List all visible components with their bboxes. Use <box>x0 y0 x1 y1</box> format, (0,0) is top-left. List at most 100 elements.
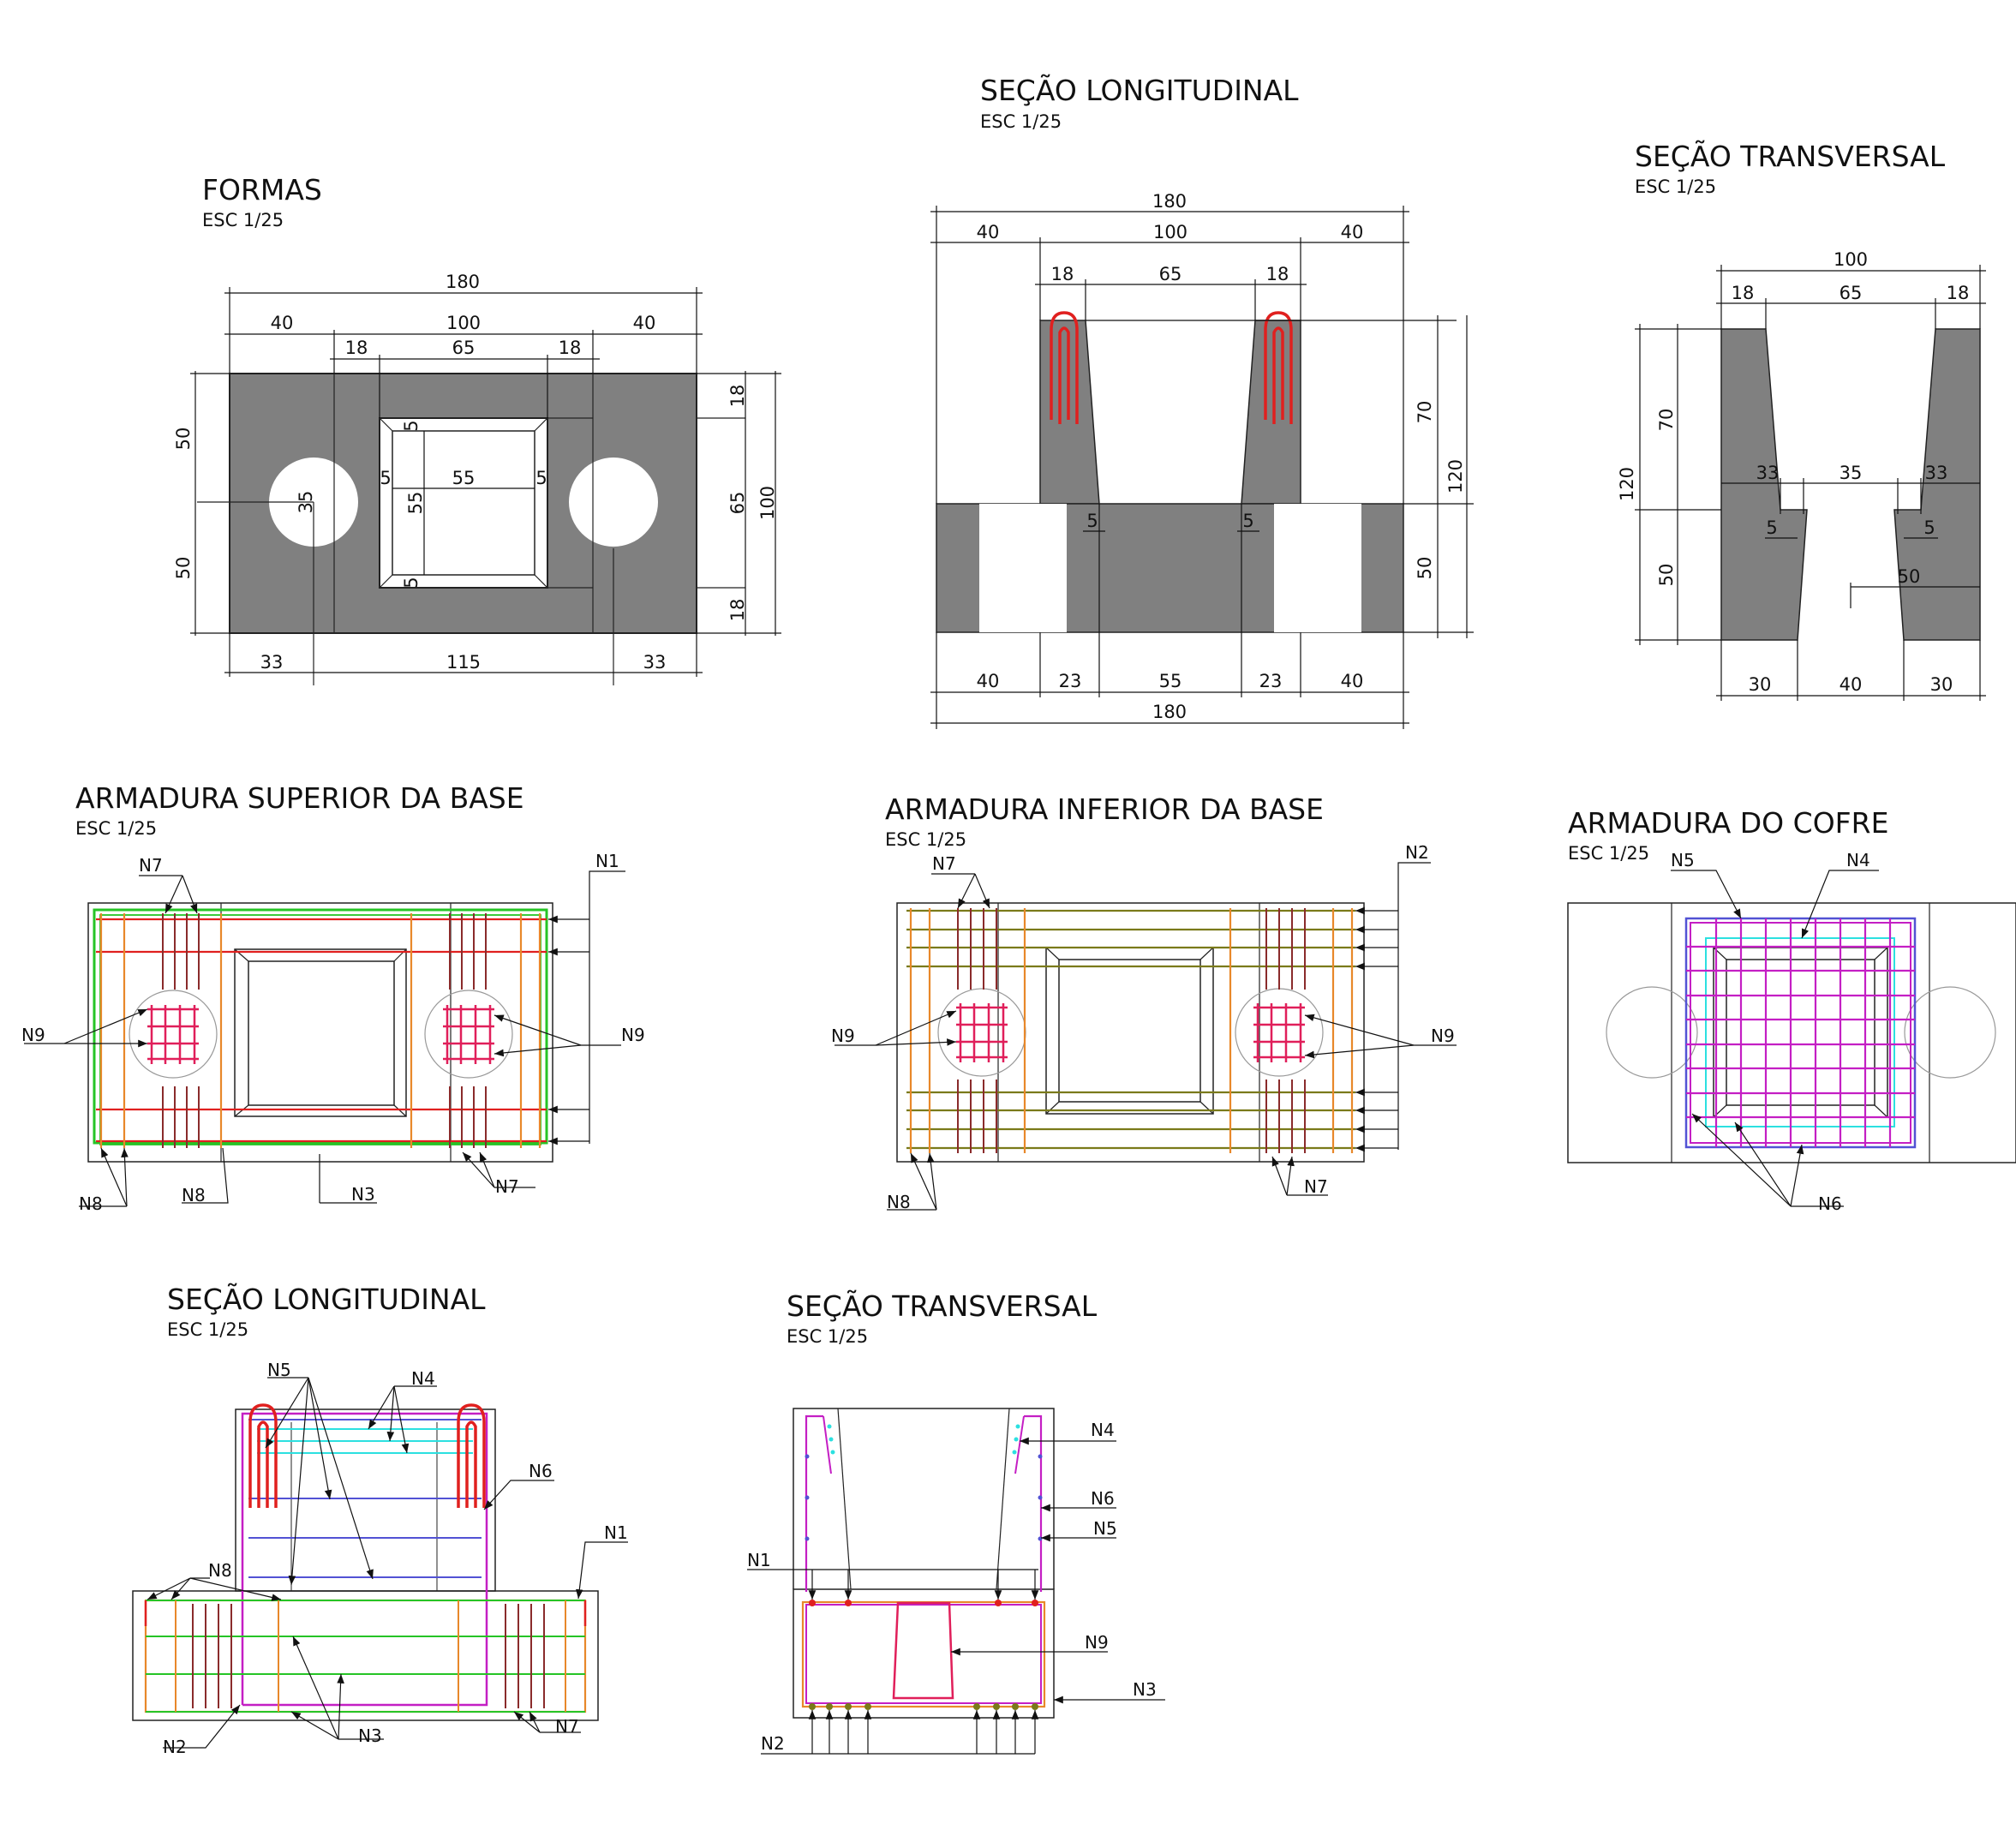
sec-long-top-scale: ESC 1/25 <box>980 111 1062 132</box>
sec-long-bot-label-n1: N1 <box>604 1522 628 1543</box>
sec-trans-dim-inner: 35 <box>1840 463 1863 483</box>
arm-sup-n7-bars <box>162 913 487 1148</box>
arm-inf-n2-bars <box>906 909 1355 1150</box>
sec-long-hole-right <box>1274 504 1361 632</box>
arm-inf-view: N7 N2 N9 N9 N8 N7 <box>831 842 1457 1212</box>
formas-dim-total: 180 <box>446 272 480 292</box>
arm-cofre-label-n5: N5 <box>1671 850 1695 870</box>
sec-trans-dim-slope-l: 33 <box>1756 463 1780 483</box>
arm-inf-label-n7-top: N7 <box>932 853 956 874</box>
sec-long-bot-title: SEÇÃO LONGITUDINAL <box>167 1283 486 1316</box>
sec-long-bot-label-n6: N6 <box>529 1461 553 1481</box>
arm-cofre-view: N5 N4 N6 <box>1567 850 2016 1214</box>
sec-trans-dim-total-h: 120 <box>1617 467 1637 501</box>
arm-sup-n8-bars <box>99 913 541 1148</box>
sec-long-bot-label-n2: N2 <box>163 1737 187 1757</box>
sec-trans-dim-total: 100 <box>1834 249 1868 270</box>
arm-inf-n7-bars <box>957 908 1306 1153</box>
arm-sup-label-n1: N1 <box>595 851 619 871</box>
formas-dim-chamfer-l: 5 <box>380 468 391 488</box>
formas-dim-h-top: 50 <box>173 428 194 451</box>
formas-dim-chamfer-t: 5 <box>401 420 422 431</box>
sec-long-bot-n7 <box>192 1604 545 1708</box>
formas-dim-right-wall-t: 18 <box>727 385 748 408</box>
sec-long-bot-n6 <box>257 1428 473 1454</box>
formas-dim-inner-h: 55 <box>405 492 426 515</box>
sec-long-dim-total: 180 <box>1152 191 1187 212</box>
sec-trans-top-view: 100 18 65 18 70 50 120 33 35 33 5 5 50 3… <box>1617 249 1986 701</box>
sec-trans-dim-b-left: 30 <box>1749 674 1772 695</box>
formas-view: 180 40 100 40 18 65 18 50 50 35 55 55 5 … <box>173 272 781 685</box>
arm-sup-label-n9-left: N9 <box>21 1025 45 1045</box>
sec-long-dim-lower-h: 50 <box>1415 557 1435 580</box>
sec-trans-dim-upper-h: 70 <box>1656 409 1677 432</box>
sec-long-dim-b-right: 40 <box>1341 671 1364 691</box>
arm-sup-label-n8-a: N8 <box>79 1193 103 1214</box>
sec-long-dim-chamfer-l: 5 <box>1086 511 1098 531</box>
arm-sup-label-n8-b: N8 <box>182 1185 206 1205</box>
sec-trans-bot-label-n5: N5 <box>1093 1518 1117 1539</box>
formas-dim-chamfer-r: 5 <box>535 468 547 488</box>
sec-long-bot-view: N5 N4 N6 N8 N1 N2 N3 N7 <box>132 1360 628 1757</box>
sec-trans-top-title: SEÇÃO TRANSVERSAL <box>1635 140 1946 173</box>
sec-trans-bot-n5-left <box>805 1414 823 1592</box>
sec-trans-bot-scale: ESC 1/25 <box>787 1326 869 1347</box>
arm-inf-title: ARMADURA INFERIOR DA BASE <box>885 792 1324 826</box>
arm-sup-n1-bars <box>96 918 547 1143</box>
sec-long-n9-bars <box>1050 311 1293 424</box>
sec-long-top-view: 180 40 100 40 18 65 18 70 50 120 5 5 40 … <box>930 191 1474 729</box>
sec-trans-right-half <box>1893 328 1981 641</box>
formas-dim-bot-right: 33 <box>643 652 667 673</box>
sec-trans-dim-slope-r: 33 <box>1925 463 1948 483</box>
arm-cofre-n6 <box>1705 937 1895 1127</box>
formas-dim-open: 65 <box>452 338 476 358</box>
sec-trans-dim-b-mid: 40 <box>1840 674 1863 695</box>
sec-long-bot-label-n8: N8 <box>208 1560 232 1581</box>
formas-dim-circle: 35 <box>296 491 316 514</box>
arm-sup-label-n7-bot: N7 <box>495 1176 519 1197</box>
sec-trans-dim-depth: 50 <box>1898 566 1921 587</box>
arm-sup-n3-stirrup <box>93 908 548 1145</box>
formas-dim-left: 40 <box>271 313 294 333</box>
arm-sup-n9-grids <box>147 1005 494 1064</box>
formas-dim-chamfer-b: 5 <box>401 577 422 588</box>
sec-trans-bot-label-n9: N9 <box>1085 1632 1109 1653</box>
sec-trans-dim-b-right: 30 <box>1930 674 1953 695</box>
sec-long-bot-n5 <box>241 1412 488 1707</box>
sec-long-dim-b-gap-r: 23 <box>1259 671 1283 691</box>
sec-trans-bot-n9 <box>892 1601 954 1700</box>
sec-long-dim-open: 65 <box>1159 264 1182 284</box>
formas-dim-mid: 100 <box>446 313 481 333</box>
sec-trans-dim-wall-r: 18 <box>1947 283 1970 303</box>
formas-dim-inner-w: 55 <box>452 468 476 488</box>
arm-cofre-n4 <box>1690 922 1911 1144</box>
sec-long-dim-mid: 100 <box>1153 222 1187 242</box>
arm-cofre-label-n4: N4 <box>1846 850 1870 870</box>
sec-trans-bot-label-n4: N4 <box>1091 1420 1115 1440</box>
sec-long-hole-left <box>979 504 1067 632</box>
arm-inf-n9-grids <box>956 1003 1305 1062</box>
formas-dim-h-bot: 50 <box>173 557 194 580</box>
formas-dim-right-wall-b: 18 <box>727 599 748 622</box>
sec-long-bot-n4 <box>248 1419 482 1578</box>
formas-title: FORMAS <box>202 173 322 206</box>
sec-trans-dim-open: 65 <box>1840 283 1863 303</box>
arm-inf-scale: ESC 1/25 <box>885 829 967 850</box>
arm-cofre-n4-grid <box>1686 918 1915 1147</box>
sec-long-dim-right: 40 <box>1341 222 1364 242</box>
sec-long-dim-b-left: 40 <box>977 671 1000 691</box>
sec-trans-bot-n5-base <box>805 1604 1042 1704</box>
formas-dim-right-open: 65 <box>727 492 748 515</box>
arm-sup-label-n9-right: N9 <box>621 1025 645 1045</box>
sec-trans-bot-n8 <box>801 1600 1046 1708</box>
arm-sup-view: N7 N1 N9 N9 N8 N8 N3 N7 <box>21 851 645 1214</box>
arm-inf-label-n7-bot: N7 <box>1304 1176 1328 1197</box>
arm-sup-scale: ESC 1/25 <box>75 818 158 839</box>
formas-dim-bot-mid: 115 <box>446 652 481 673</box>
sec-long-bot-label-n7: N7 <box>555 1716 579 1737</box>
sec-long-bot-n9 <box>248 1403 486 1508</box>
arm-inf-label-n9-right: N9 <box>1431 1026 1455 1046</box>
sec-trans-dim-chamfer-r: 5 <box>1923 517 1935 538</box>
sec-trans-bot-label-n1: N1 <box>747 1550 771 1570</box>
